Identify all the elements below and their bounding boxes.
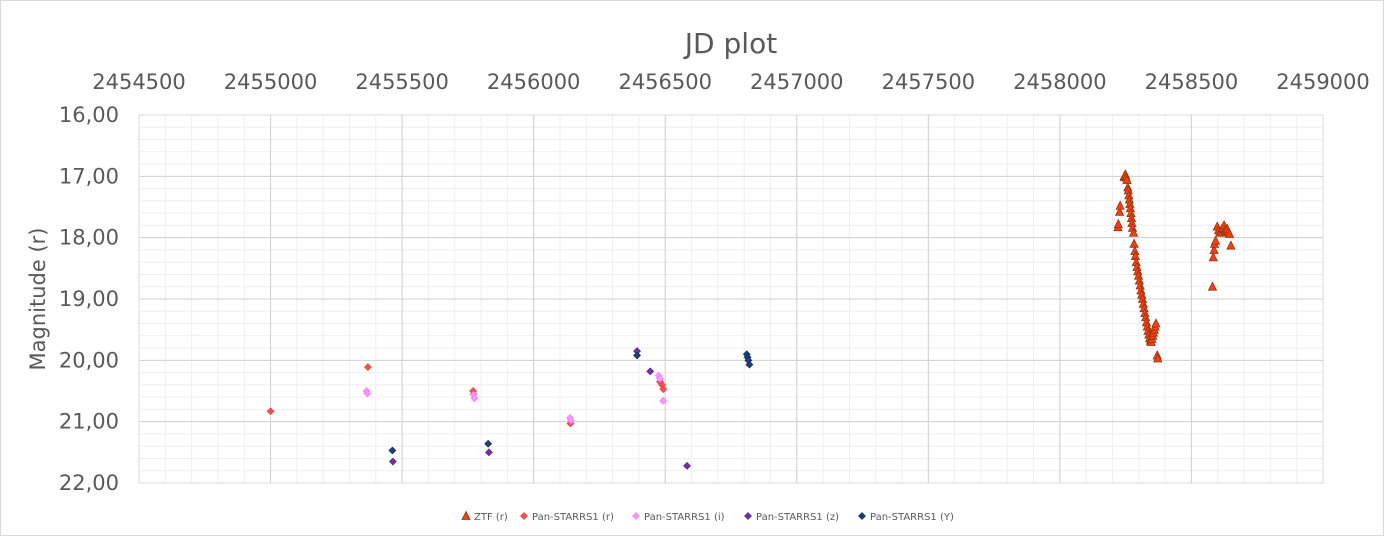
data-point bbox=[633, 351, 641, 360]
y-tick-label: 17,00 bbox=[59, 164, 119, 188]
data-point bbox=[683, 461, 691, 470]
data-point bbox=[1209, 244, 1219, 254]
legend-item: Pan-STARRS1 (i) bbox=[632, 512, 725, 523]
series-4 bbox=[388, 350, 754, 455]
data-point bbox=[363, 363, 372, 372]
data-point bbox=[363, 389, 372, 398]
data-point bbox=[1211, 235, 1221, 245]
data-point bbox=[484, 439, 493, 448]
series-2 bbox=[362, 371, 668, 425]
data-point bbox=[1224, 228, 1235, 238]
y-axis-title: Magnitude (r) bbox=[26, 228, 50, 371]
y-tick-label: 22,00 bbox=[59, 471, 119, 495]
x-tick-label: 2455000 bbox=[224, 70, 318, 94]
data-point bbox=[266, 407, 275, 416]
legend-label: ZTF (r) bbox=[474, 512, 508, 523]
y-tick-label: 21,00 bbox=[59, 410, 119, 434]
data-point bbox=[388, 457, 397, 466]
major-grid bbox=[138, 114, 1324, 484]
series-3 bbox=[388, 347, 691, 470]
x-tick-label: 2455500 bbox=[355, 70, 449, 94]
data-point bbox=[1151, 318, 1161, 328]
legend-marker bbox=[632, 512, 640, 520]
data-point bbox=[485, 448, 493, 457]
data-point bbox=[656, 374, 664, 383]
data-point bbox=[1115, 200, 1125, 210]
legend-item: Pan-STARRS1 (r) bbox=[520, 512, 614, 523]
data-point bbox=[1129, 238, 1139, 248]
y-tick-label: 20,00 bbox=[59, 348, 119, 372]
data-point bbox=[659, 396, 668, 405]
data-point bbox=[1128, 227, 1139, 237]
legend-marker bbox=[744, 512, 752, 520]
x-tick-label: 2456000 bbox=[487, 70, 581, 94]
legend-marker bbox=[520, 512, 528, 520]
legend-marker bbox=[858, 512, 866, 520]
data-series bbox=[266, 169, 1236, 470]
y-tick-label: 18,00 bbox=[59, 226, 119, 250]
x-tick-label: 2458500 bbox=[1145, 70, 1239, 94]
legend-marker bbox=[461, 510, 471, 520]
x-axis-tick-labels: 2454500 2455000 2455500 2456000 2456500 24570… bbox=[92, 70, 1370, 94]
data-point bbox=[1114, 206, 1125, 216]
y-tick-label: 16,00 bbox=[59, 103, 119, 127]
x-tick-label: 2457500 bbox=[882, 70, 976, 94]
x-tick-label: 2459000 bbox=[1276, 70, 1370, 94]
data-point bbox=[567, 416, 575, 425]
x-tick-label: 2456500 bbox=[618, 70, 712, 94]
data-point bbox=[745, 360, 754, 369]
legend-item: Pan-STARRS1 (z) bbox=[744, 512, 839, 523]
x-tick-label: 2454500 bbox=[92, 70, 186, 94]
data-point bbox=[1208, 251, 1218, 262]
legend-item: Pan-STARRS1 (Y) bbox=[858, 512, 954, 523]
data-point bbox=[1207, 281, 1218, 291]
series-0 bbox=[1113, 169, 1236, 363]
y-tick-label: 19,00 bbox=[59, 287, 119, 311]
data-point bbox=[659, 385, 668, 394]
legend-label: Pan-STARRS1 (z) bbox=[756, 512, 839, 523]
data-point bbox=[388, 446, 397, 455]
x-tick-label: 2457000 bbox=[750, 70, 844, 94]
legend-label: Pan-STARRS1 (r) bbox=[532, 512, 614, 523]
data-point bbox=[1122, 174, 1132, 184]
legend-label: Pan-STARRS1 (i) bbox=[644, 512, 725, 523]
data-point bbox=[1153, 353, 1163, 363]
data-point bbox=[470, 394, 479, 403]
legend-item: ZTF (r) bbox=[461, 510, 508, 523]
data-point bbox=[1113, 218, 1123, 229]
y-axis-tick-labels: 16,00 17,00 18,00 19,00 20,00 21,00 22,00 bbox=[59, 103, 119, 495]
chart-title: JD plot bbox=[683, 27, 777, 60]
data-point bbox=[646, 367, 655, 376]
x-tick-label: 2458000 bbox=[1013, 70, 1107, 94]
plot-area-border bbox=[138, 114, 1324, 484]
data-point bbox=[1226, 240, 1236, 250]
legend-label: Pan-STARRS1 (Y) bbox=[870, 512, 954, 523]
legend: ZTF (r) Pan-STARRS1 (r) Pan-STARRS1 (i) Pan… bbox=[461, 510, 954, 523]
